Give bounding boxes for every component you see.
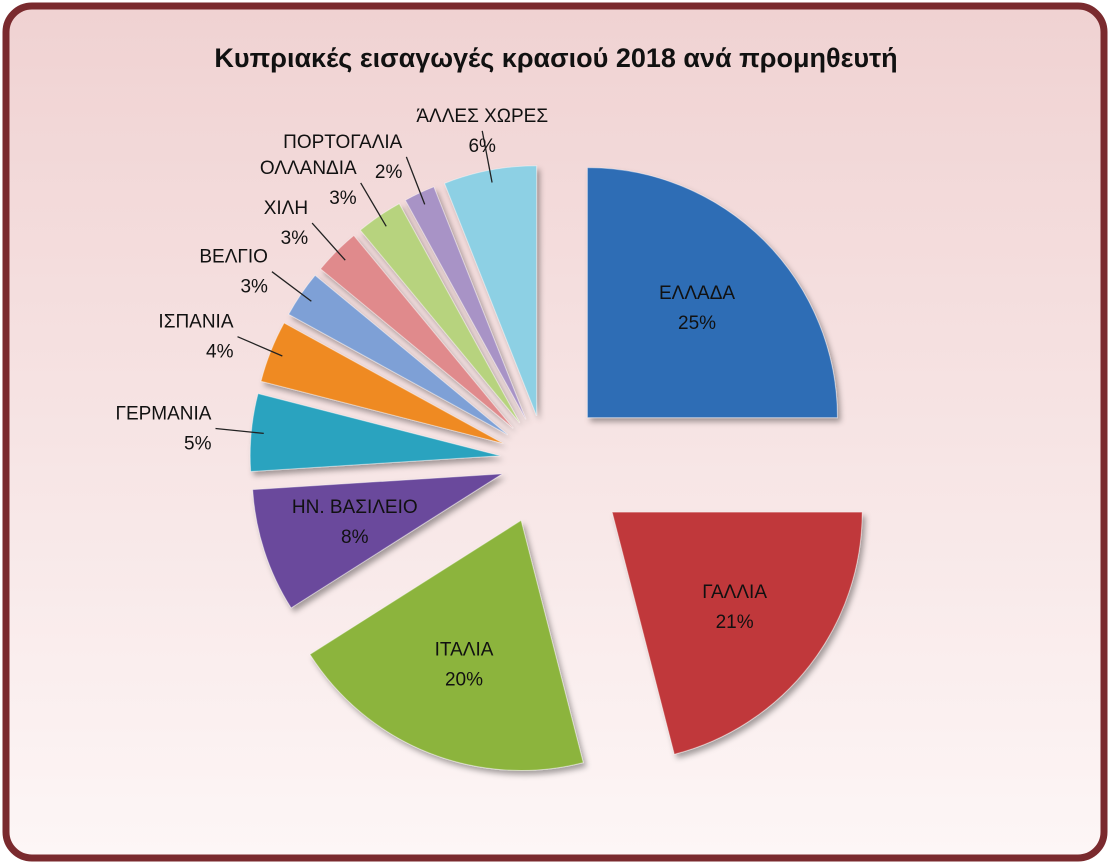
slice-value-label: 3% <box>240 277 268 298</box>
slice-label: ΙΣΠΑΝΙΑ <box>158 312 233 333</box>
leader-line <box>311 222 346 261</box>
slice-label: ΟΛΛΑΝΔΙΑ <box>260 158 357 179</box>
leader-line <box>215 427 264 435</box>
pie-slice <box>309 519 584 771</box>
slice-label: ΆΛΛΕΣ ΧΩΡΕΣ <box>416 106 548 127</box>
leader-line <box>481 130 493 183</box>
slice-label: ΕΛΛΑΔΑ <box>659 283 735 304</box>
slice-label: ΗΝ. ΒΑΣΙΛΕΙΟ <box>292 497 418 518</box>
pie-slice <box>359 203 521 424</box>
pie-slice <box>404 186 527 420</box>
slice-value-label: 20% <box>445 670 483 691</box>
slice-value-label: 4% <box>206 342 234 363</box>
slice-value-label: 25% <box>678 313 716 334</box>
slice-label: ΓΑΛΛΙΑ <box>702 582 767 603</box>
slice-label: ΠΟΡΤΟΓΑΛΙΑ <box>283 132 403 153</box>
leader-line <box>405 156 426 205</box>
pie-slice <box>586 167 838 419</box>
slice-value-label: 3% <box>281 228 309 249</box>
slice-label: ΒΕΛΓΙΟ <box>199 247 268 268</box>
slice-value-label: 5% <box>184 433 212 454</box>
pie-slice <box>252 473 503 609</box>
slice-value-label: 3% <box>329 188 357 209</box>
slice-value-label: 8% <box>341 527 369 548</box>
pie-slice <box>611 511 863 755</box>
leader-line <box>271 271 312 302</box>
slice-value-label: 21% <box>716 612 754 633</box>
slice-value-label: 6% <box>468 136 496 157</box>
leader-line <box>237 336 283 357</box>
slice-label: ΓΕΡΜΑΝΙΑ <box>116 403 212 424</box>
slice-value-label: 2% <box>375 162 403 183</box>
slice-label: ΧΙΛΗ <box>264 198 308 219</box>
slice-label: ΙΤΑΛΙΑ <box>435 640 494 661</box>
leader-line <box>360 182 387 227</box>
pie-slice <box>319 234 514 429</box>
chart-title: Κυπριακές εισαγωγές κρασιού 2018 ανά προ… <box>214 43 897 73</box>
